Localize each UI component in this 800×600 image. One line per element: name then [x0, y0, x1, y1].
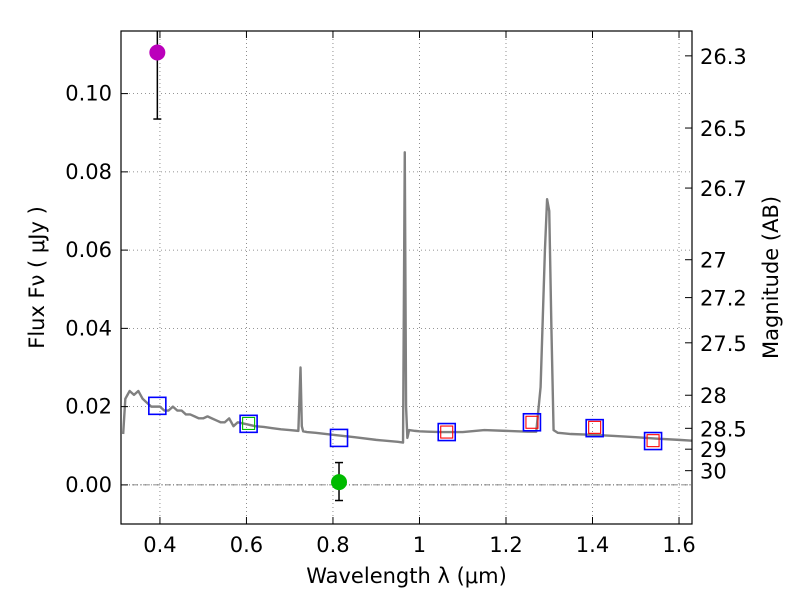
photometry-point — [331, 474, 348, 491]
mag-tick-label: 26.7 — [700, 177, 747, 201]
y-tick-label: 0.10 — [65, 82, 112, 106]
right-y-axis-label: Magnitude (AB) — [759, 196, 783, 359]
band-flux-marker — [585, 418, 604, 438]
band-flux-marker — [329, 428, 349, 448]
band-flux-marker — [588, 420, 602, 434]
x-tick-label: 0.8 — [316, 533, 349, 557]
mag-tick-label: 27.5 — [700, 332, 747, 356]
x-tick-label: 1.6 — [662, 533, 695, 557]
sed-model-line — [121, 151, 693, 444]
x-tick-label: 1.4 — [576, 533, 609, 557]
band-flux-marker — [242, 416, 256, 430]
y-tick-label: 0.08 — [65, 160, 112, 184]
y-tick-label: 0.06 — [65, 238, 112, 262]
band-flux-marker — [440, 425, 454, 439]
x-tick-label: 0.6 — [230, 533, 263, 557]
data-series — [121, 31, 693, 502]
mag-tick-label: 28 — [700, 384, 727, 408]
band-flux-marker — [646, 434, 660, 448]
band-flux-marker — [437, 422, 457, 442]
y-tick-label: 0.00 — [65, 473, 112, 497]
x-tick-label: 1 — [413, 533, 426, 557]
mag-tick-label: 28.5 — [700, 417, 747, 441]
mag-tick-label: 27 — [700, 249, 727, 273]
band-flux-marker — [148, 396, 167, 416]
y-tick-label: 0.02 — [65, 395, 112, 419]
y-axis-label: Flux Fν ( μJy ) — [25, 206, 49, 349]
mag-tick-label: 30 — [700, 460, 727, 484]
plot-frame — [120, 30, 693, 525]
mag-tick-label: 26.5 — [700, 117, 747, 141]
mag-tick-label: 29 — [700, 438, 727, 462]
band-flux-marker — [643, 431, 663, 451]
x-tick-label: 0.4 — [143, 533, 176, 557]
mag-tick-label: 26.3 — [700, 45, 747, 69]
band-flux-marker — [525, 415, 539, 429]
y-tick-label: 0.04 — [65, 316, 112, 340]
x-tick-label: 1.2 — [489, 533, 522, 557]
axis-ticks: 0.4 0.6 0.8 1 1.2 1.4 1.6 0.00 0.02 0.04 0.06 0.08 0… — [65, 31, 747, 557]
x-axis-label: Wavelength λ (μm) — [306, 564, 507, 588]
band-flux-marker — [522, 412, 542, 432]
mag-tick-label: 27.2 — [700, 287, 747, 311]
photometry-point — [149, 44, 166, 61]
band-flux-marker — [239, 414, 258, 434]
